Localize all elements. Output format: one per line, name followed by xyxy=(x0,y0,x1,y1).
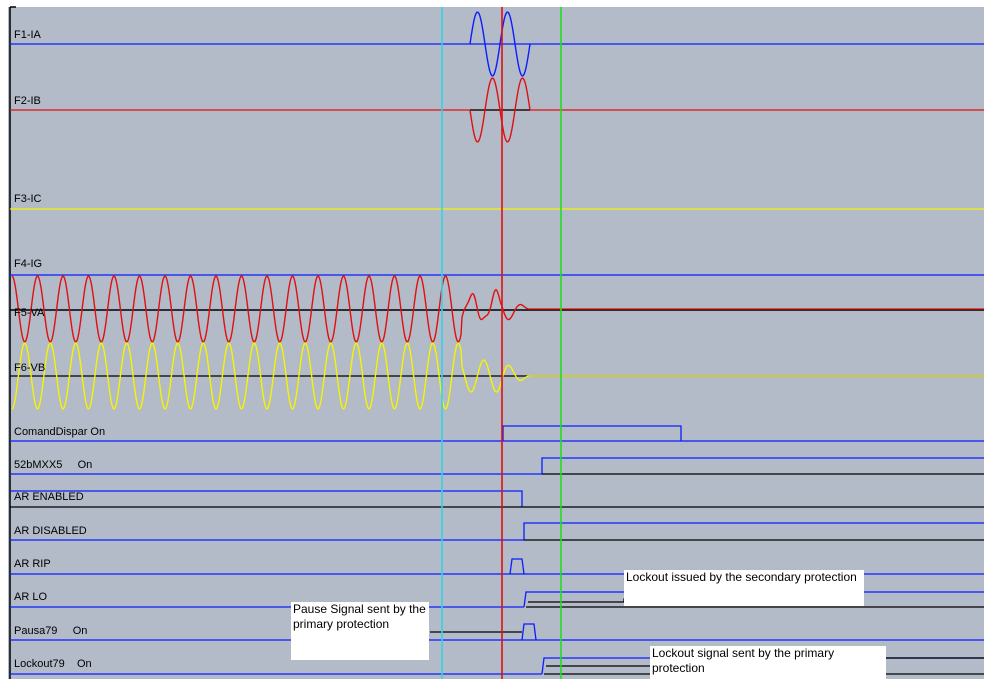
channel-label-f4-ig: F4-IG xyxy=(14,258,42,270)
ar-disabled-high xyxy=(523,522,984,540)
channel-label-f1-ia: F1-IA xyxy=(14,29,42,41)
callout-lockout-primary: Lockout signal sent by the primary prote… xyxy=(650,646,886,679)
pausa79-pulse xyxy=(521,623,537,641)
channel-label-52bmxx5: 52bMXX5 On xyxy=(14,459,92,471)
f2-ib-waveform xyxy=(469,77,531,143)
channel-label-ar-lo: AR LO xyxy=(14,591,47,603)
callout-lockout-secondary: Lockout issued by the secondary protecti… xyxy=(624,570,864,606)
channel-label-f3-ic: F3-IC xyxy=(14,193,42,205)
analog-labels: F1-IA F2-IB F3-IC F4-IG F5-VA F6-VB xyxy=(14,29,45,374)
f1-ia-waveform xyxy=(469,11,531,77)
52bmxx5-high xyxy=(541,457,984,474)
ar-rip-pulse xyxy=(509,558,525,575)
channel-label-pausa79: Pausa79 On xyxy=(14,625,87,637)
f6-vb-waveform xyxy=(11,342,531,410)
channel-label-lockout79: Lockout79 On xyxy=(14,658,92,670)
comanddispar-pulse xyxy=(502,425,682,441)
plot-background xyxy=(8,7,984,679)
channel-label-ar-rip: AR RIP xyxy=(14,558,51,570)
channel-label-ar-enabled: AR ENABLED xyxy=(14,491,84,503)
channel-label-f6-vb: F6-VB xyxy=(14,362,45,374)
channel-label-comanddispar: ComandDispar On xyxy=(14,426,105,438)
channel-label-f5-va: F5-VA xyxy=(14,307,45,319)
channel-label-ar-disabled: AR DISABLED xyxy=(14,525,87,537)
callout-pause-signal: Pause Signal sent by the primary protect… xyxy=(291,602,429,660)
channel-label-f2-ib: F2-IB xyxy=(14,95,41,107)
f5-va-waveform xyxy=(11,275,531,343)
digital-labels: ComandDispar On 52bMXX5 On AR ENABLED AR… xyxy=(14,426,105,670)
ar-enabled-trace xyxy=(10,490,523,507)
